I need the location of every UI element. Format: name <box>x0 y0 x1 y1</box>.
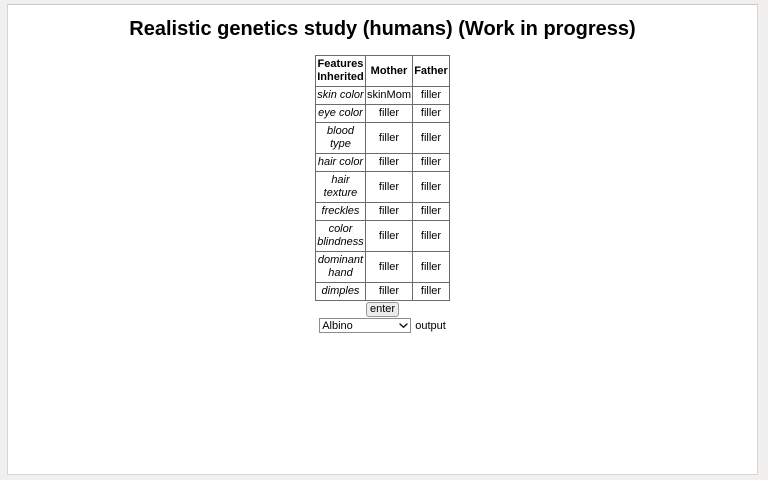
mother-cell: filler <box>364 202 414 221</box>
output-select-wrap: Albino <box>319 318 412 333</box>
feature-cell: skin color <box>314 86 366 105</box>
father-cell: filler <box>412 153 450 172</box>
header-father: Father <box>412 55 450 87</box>
mother-cell: filler <box>364 122 414 154</box>
page-title: Realistic genetics study (humans) (Work … <box>129 18 636 40</box>
feature-cell: hair color <box>314 153 366 172</box>
mother-cell: skinMom <box>364 86 414 105</box>
table-row: hair texture filler filler <box>314 171 450 203</box>
father-cell: filler <box>412 251 450 283</box>
table-row: blood type filler filler <box>314 122 450 154</box>
feature-cell: dimples <box>314 282 366 301</box>
table-row: dimples filler filler <box>314 282 450 301</box>
father-cell: filler <box>412 220 450 252</box>
mother-cell: filler <box>364 104 414 123</box>
feature-cell: freckles <box>314 202 366 221</box>
table-row: skin color skinMom filler <box>314 86 450 105</box>
table-row: eye color filler filler <box>314 104 450 123</box>
output-row: Albino output <box>8 318 757 333</box>
table-header-row: Features Inherited Mother Father <box>314 55 450 87</box>
father-cell: filler <box>412 104 450 123</box>
table-row: color blindness filler filler <box>314 220 450 252</box>
output-label: output <box>415 319 446 332</box>
father-cell: filler <box>412 122 450 154</box>
page-canvas: Realistic genetics study (humans) (Work … <box>7 4 758 475</box>
mother-cell: filler <box>364 220 414 252</box>
father-cell: filler <box>412 282 450 301</box>
mother-cell: filler <box>364 282 414 301</box>
enter-button-row: enter <box>8 302 757 317</box>
table-row: freckles filler filler <box>314 202 450 221</box>
father-cell: filler <box>412 171 450 203</box>
father-cell: filler <box>412 202 450 221</box>
mother-cell: filler <box>364 171 414 203</box>
header-mother: Mother <box>364 55 414 87</box>
header-features-inherited: Features Inherited <box>314 55 366 87</box>
father-cell: filler <box>412 86 450 105</box>
feature-cell: hair texture <box>314 171 366 203</box>
feature-cell: color blindness <box>314 220 366 252</box>
feature-cell: blood type <box>314 122 366 154</box>
output-select[interactable]: Albino <box>319 318 412 333</box>
table-row: hair color filler filler <box>314 153 450 172</box>
genetics-table: Features Inherited Mother Father skin co… <box>314 55 450 301</box>
mother-cell: filler <box>364 251 414 283</box>
enter-button[interactable]: enter <box>365 302 400 317</box>
table-row: dominant hand filler filler <box>314 251 450 283</box>
mother-cell: filler <box>364 153 414 172</box>
feature-cell: eye color <box>314 104 366 123</box>
feature-cell: dominant hand <box>314 251 366 283</box>
